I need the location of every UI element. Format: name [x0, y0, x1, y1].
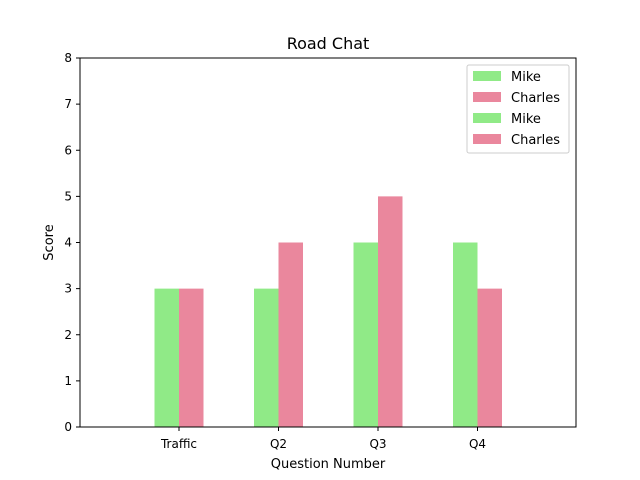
- bar-mike-q3: [353, 242, 378, 427]
- x-axis-label: Question Number: [271, 457, 386, 472]
- x-tick-label: Q3: [369, 437, 386, 451]
- y-tick-label: 8: [64, 51, 72, 65]
- plot-frame: [79, 57, 577, 428]
- bar-charles-traffic: [179, 288, 204, 427]
- legend-swatch: [473, 134, 501, 144]
- legend-label: Charles: [511, 91, 560, 106]
- legend-swatch: [473, 71, 501, 81]
- legend-label: Mike: [511, 112, 541, 127]
- legend-label: Charles: [511, 133, 560, 148]
- y-axis-label: Score: [42, 224, 57, 260]
- legend-swatch: [473, 92, 501, 102]
- y-tick-label: 6: [64, 143, 72, 157]
- y-tick-label: 3: [64, 282, 72, 296]
- bar-mike-traffic: [154, 288, 179, 427]
- y-tick-label: 1: [64, 374, 72, 388]
- legend-label: Mike: [511, 70, 541, 85]
- x-tick-label: Traffic: [160, 437, 197, 451]
- chart-title: Road Chat: [287, 34, 370, 53]
- y-tick-label: 2: [64, 328, 72, 342]
- legend-box: [466, 64, 570, 154]
- legend-swatch: [473, 113, 501, 123]
- x-tick-label: Q4: [469, 437, 486, 451]
- bar-charles-q4: [477, 288, 502, 427]
- x-tick-label: Q2: [270, 437, 287, 451]
- y-tick-label: 4: [64, 236, 72, 250]
- bar-charles-q2: [278, 242, 303, 427]
- bar-charles-q3: [378, 196, 403, 427]
- legend: Mike Charles Mike Charles: [466, 64, 570, 154]
- bar-mike-q4: [453, 242, 478, 427]
- y-tick-label: 0: [64, 420, 72, 434]
- y-tick-label: 5: [64, 189, 72, 203]
- y-tick-label: 7: [64, 97, 72, 111]
- bar-mike-q2: [254, 288, 279, 427]
